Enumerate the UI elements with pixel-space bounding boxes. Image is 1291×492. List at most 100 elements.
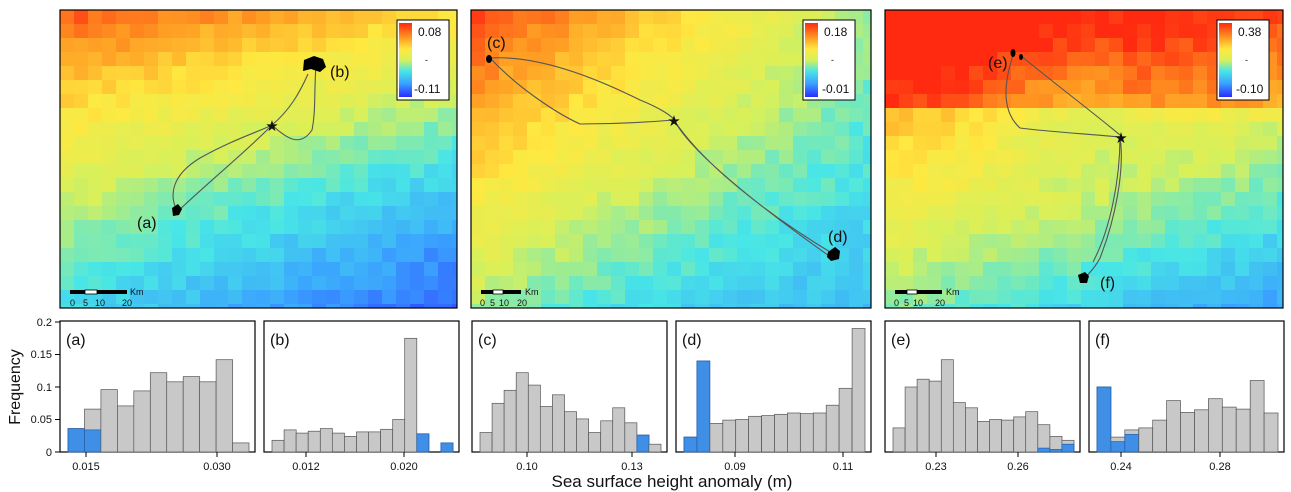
histogram-panel-e: (e) 0.23 0.26 (884, 320, 1081, 473)
histogram-bar-used (1096, 386, 1112, 453)
histogram-bar-available (748, 415, 762, 453)
x-tick-label: 0.020 (390, 461, 418, 473)
histogram-bar-used (696, 360, 711, 453)
histogram-bar-available (977, 421, 990, 453)
colorbar-min-2: -0.01 (822, 82, 850, 96)
sea-height-field-2 (471, 10, 872, 309)
y-tick-label: 0.1 (37, 382, 52, 394)
histogram-bar-used (416, 433, 430, 453)
colorbar-1: 0.08 - -0.11 (396, 19, 450, 101)
svg-text:5: 5 (83, 298, 88, 308)
panel-label-a: (a) (66, 332, 86, 349)
histogram-bar-available (952, 402, 966, 453)
histogram-bar-available (117, 405, 135, 453)
histogram-panel-f: (f) 0.24 0.28 (1088, 320, 1285, 473)
histogram-bar-available (1166, 400, 1181, 453)
svg-text:10: 10 (499, 298, 509, 308)
track-label-c: (c) (487, 35, 506, 52)
histogram-bar-available (215, 359, 233, 453)
histogram-bar-available (648, 443, 662, 453)
map-frame-1 (59, 9, 458, 309)
histogram-bar-available (344, 436, 357, 453)
histogram-bar-available (1208, 398, 1223, 453)
svg-text:20: 20 (122, 298, 132, 308)
histogram-bar-available (100, 389, 118, 453)
histogram-bar-available (539, 406, 553, 453)
sea-height-field-3 (885, 10, 1284, 309)
x-tick-label: 0.28 (1209, 461, 1230, 473)
histogram-bar-available (916, 378, 930, 453)
colorbar-mid-3: - (1245, 55, 1248, 65)
svg-text:20: 20 (517, 298, 527, 308)
colony-star-icon: ★ (265, 118, 278, 135)
histogram-bar-available (295, 432, 309, 453)
histogram-bar-available (1013, 416, 1027, 453)
histogram-bar-available (1025, 411, 1039, 453)
histogram-bar-available (600, 420, 614, 453)
histogram-bar-available (133, 390, 151, 453)
x-tick-label: 0.23 (925, 461, 946, 473)
x-tick-label: 0.13 (621, 461, 642, 473)
svg-text:10: 10 (913, 298, 923, 308)
x-tick-label: 0.26 (1007, 461, 1028, 473)
histogram-panel-d: (d) 0.09 0.11 (675, 320, 872, 473)
histogram-bar-available (892, 427, 906, 453)
histogram-bar-available (812, 412, 827, 453)
histogram-bar-used (1037, 447, 1051, 453)
histogram-bar-available (1263, 412, 1279, 453)
x-tick-label: 0.24 (1110, 461, 1131, 473)
x-tick-label: 0.012 (292, 461, 320, 473)
foraging-track-2: ★ (486, 55, 840, 261)
x-tick-label: 0.015 (72, 461, 100, 473)
histogram-bar-used (84, 429, 102, 453)
colony-star-icon: ★ (1114, 130, 1127, 147)
track-label-e: (e) (988, 55, 1008, 72)
colorbar-max-1: 0.08 (418, 25, 442, 39)
histogram-bar-available (709, 423, 724, 453)
panel-label-b: (b) (270, 332, 290, 349)
histogram-bar-available (965, 407, 978, 453)
track-label-d: (d) (828, 229, 848, 246)
histogram-bar-available (1249, 380, 1265, 453)
svg-text:20: 20 (935, 298, 945, 308)
histogram-bar-available (356, 431, 369, 453)
histogram-bar-available (527, 384, 541, 453)
svg-text:5: 5 (904, 298, 909, 308)
histogram-bar-used (1110, 441, 1126, 453)
foraging-track-3: ★ (1005, 49, 1128, 283)
histogram-bar-available (787, 412, 801, 453)
scale-bar-1: Km 0 5 10 20 (70, 287, 144, 308)
histogram-bar-available (166, 381, 184, 453)
track-label-a: (a) (137, 215, 157, 232)
histogram-bar-available (989, 419, 1002, 453)
histogram-bar-available (838, 387, 853, 453)
colorbar-max-2: 0.18 (824, 25, 848, 39)
histogram-bar-available (271, 439, 285, 453)
histogram-bar-available (404, 337, 418, 453)
x-tick-label: 0.11 (833, 461, 854, 473)
histogram-bar-used (67, 428, 85, 453)
map-frame-3 (884, 9, 1284, 309)
histogram-bar-available (232, 442, 250, 453)
map-panel-2: ★ (c) (d) 0.18 - -0.01 Km 0 5 10 20 (470, 9, 872, 309)
colorbar-mid-2: - (831, 55, 834, 65)
histogram-bar-used (636, 434, 650, 453)
colorbar-min-3: -0.10 (1236, 82, 1264, 96)
histogram-bar-available (576, 418, 589, 453)
histogram-bar-available (307, 430, 321, 453)
svg-text:Km: Km (130, 287, 144, 297)
map-panel-1: ★ (a) (b) 0.08 - -0.11 Km 0 5 10 20 (59, 9, 458, 309)
histogram-bar-available (904, 386, 918, 453)
svg-text:Km: Km (946, 287, 960, 297)
histogram-bar-available (380, 428, 394, 453)
histogram-bar-available (319, 428, 333, 453)
panel-label-e: (e) (891, 332, 911, 349)
x-tick-label: 0.030 (203, 461, 231, 473)
svg-text:0: 0 (894, 298, 899, 308)
histogram-bar-used (1049, 449, 1063, 453)
histogram-bar-available (588, 432, 602, 453)
histogram-bar-available (392, 419, 406, 453)
colorbar-2: 0.18 - -0.01 (802, 19, 856, 101)
y-tick-label: 0.05 (31, 414, 52, 426)
histogram-bar-available (503, 389, 517, 453)
